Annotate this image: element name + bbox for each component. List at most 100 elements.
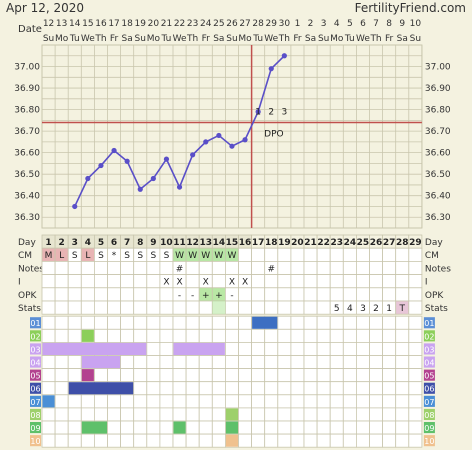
opk-row-cell (67, 287, 82, 302)
custom-cell (159, 368, 174, 383)
custom-cell (251, 394, 266, 409)
day-row-value: 19 (278, 238, 291, 248)
date-number: 20 (148, 19, 160, 29)
custom-cell (172, 355, 187, 370)
day-row-value: 15 (226, 238, 239, 248)
notes-row-value: # (176, 264, 184, 274)
notes-row-cell (120, 260, 135, 275)
custom-cell (172, 381, 187, 396)
custom-cell (382, 341, 397, 356)
custom-cell (303, 315, 318, 330)
intercourse-row-cell (120, 274, 135, 289)
custom-row-swatch-right (423, 408, 435, 420)
cm-row-value: M (45, 251, 53, 261)
temp-tick-left: 37.00 (14, 63, 40, 73)
intercourse-row-cell (395, 274, 410, 289)
stats-row-value: 3 (360, 304, 366, 314)
date-number: 17 (108, 19, 119, 29)
custom-cell (185, 394, 200, 409)
custom-cell (408, 368, 423, 383)
custom-block (81, 356, 121, 369)
custom-cell (395, 341, 410, 356)
temp-tick-right: 36.80 (425, 106, 451, 116)
date-number: 29 (266, 19, 278, 29)
custom-cell (369, 315, 384, 330)
day-row-value: 18 (265, 238, 278, 248)
day-row-value: 27 (383, 238, 396, 248)
opk-row-cell (238, 287, 253, 302)
custom-cell (395, 368, 410, 383)
intercourse-row-cell (133, 274, 148, 289)
opk-row-cell (355, 287, 370, 302)
stats-row-cell (80, 300, 95, 315)
cm-row-value: W (188, 251, 197, 261)
stats-row-cell (41, 300, 56, 315)
custom-cell (303, 394, 318, 409)
custom-cell (382, 420, 397, 435)
custom-cell (120, 407, 135, 422)
custom-cell (94, 315, 108, 330)
custom-cell (251, 341, 266, 356)
temp-tick-left: 36.60 (14, 149, 40, 159)
custom-cell (238, 394, 253, 409)
custom-cell (146, 368, 161, 383)
custom-row-swatch-right (423, 330, 435, 342)
notes-row-cell (329, 260, 344, 275)
custom-cell (408, 355, 423, 370)
custom-cell (316, 407, 331, 422)
notes-row-cell (41, 260, 56, 275)
site-name: FertilityFriend.com (354, 1, 466, 15)
custom-cell (369, 355, 384, 370)
cm-row-cell (316, 247, 331, 262)
custom-row-swatch-right (423, 422, 435, 434)
cm-row-label: CM (18, 251, 32, 261)
cm-row-value: L (85, 251, 90, 261)
custom-cell (408, 381, 423, 396)
custom-cell (264, 433, 279, 448)
date-number: 3 (321, 19, 327, 29)
custom-cell (303, 433, 318, 448)
custom-cell (382, 381, 397, 396)
custom-cell (198, 407, 213, 422)
custom-cell (211, 407, 226, 422)
intercourse-row-cell (264, 274, 279, 289)
stats-row-cell (224, 300, 239, 315)
custom-cell (54, 381, 69, 396)
custom-cell (54, 433, 69, 448)
custom-cell (316, 394, 331, 409)
custom-cell (342, 341, 357, 356)
custom-cell (251, 381, 266, 396)
cm-row-cell (355, 247, 370, 262)
weekday-label: Th (186, 34, 198, 44)
custom-cell (303, 368, 318, 383)
custom-cell (264, 407, 279, 422)
custom-cell (369, 433, 384, 448)
stats-row-cell (238, 300, 253, 315)
custom-cell (355, 394, 370, 409)
date-number: 8 (386, 19, 392, 29)
weekday-label: Sa (122, 34, 133, 44)
cm-row-cell (329, 247, 344, 262)
temperature-point (268, 66, 274, 72)
custom-cell (395, 381, 410, 396)
weekday-label: Tu (69, 34, 80, 44)
custom-cell (80, 407, 95, 422)
custom-cell (94, 394, 108, 409)
stats-row-value: 5 (334, 304, 340, 314)
weekday-label: Su (135, 34, 146, 44)
cm-row-cell (277, 247, 292, 262)
date-number: 10 (410, 19, 422, 29)
weekday-label: Tu (344, 34, 355, 44)
custom-row-label-right: 10 (424, 437, 434, 446)
cm-row-value: W (201, 251, 210, 261)
custom-cell (277, 341, 292, 356)
weekday-label: Fr (293, 34, 302, 44)
custom-cell (277, 355, 292, 370)
stats-row-cell (54, 300, 69, 315)
custom-cell (238, 433, 253, 448)
custom-cell (172, 328, 187, 343)
custom-cell (133, 315, 148, 330)
custom-row-swatch (30, 382, 41, 394)
custom-cell (408, 394, 423, 409)
custom-cell (146, 394, 161, 409)
